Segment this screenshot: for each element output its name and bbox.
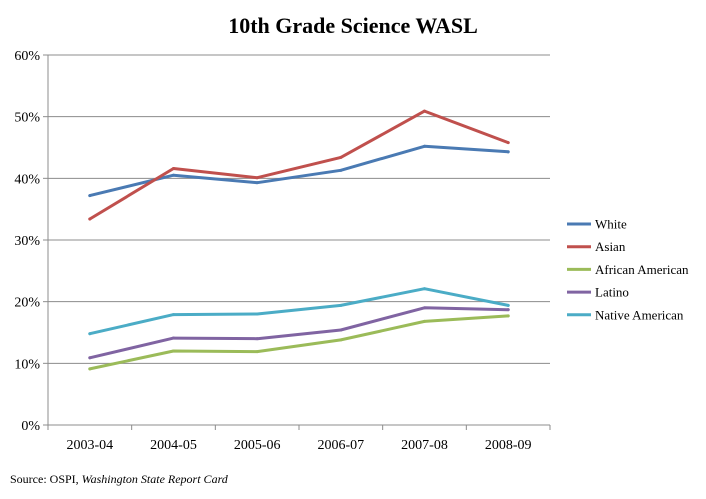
data-point	[339, 338, 343, 342]
data-point	[506, 308, 510, 312]
source-prefix: Source: OSPI,	[10, 472, 82, 486]
x-tick-label: 2004-05	[150, 438, 197, 453]
legend-label: White	[595, 217, 627, 232]
source-note: Source: OSPI, Washington State Report Ca…	[10, 472, 228, 487]
y-axis-ticks: 0% 10% 20% 30% 40% 50% 60%	[14, 49, 48, 434]
y-tick-label: 20%	[14, 296, 40, 311]
data-point	[88, 332, 92, 336]
y-tick-label: 60%	[14, 49, 40, 64]
x-tick-label: 2005-06	[234, 438, 281, 453]
x-tick-label: 2008-09	[485, 438, 532, 453]
data-point	[88, 217, 92, 221]
data-point	[339, 155, 343, 159]
series-line-african-american	[88, 314, 510, 371]
series-line-asian	[88, 109, 510, 221]
legend-label: Latino	[595, 285, 629, 300]
data-point	[255, 337, 259, 341]
data-point	[423, 109, 426, 113]
legend-label: Asian	[595, 239, 626, 254]
data-point	[88, 356, 92, 360]
y-tick-label: 50%	[14, 111, 40, 126]
legend-label: Native American	[595, 307, 684, 322]
series-lines	[88, 109, 510, 371]
data-point	[172, 349, 175, 353]
x-tick-label: 2007-08	[401, 438, 448, 453]
data-point	[172, 166, 175, 170]
legend-label: African American	[595, 262, 689, 277]
data-point	[339, 303, 343, 307]
data-point	[88, 194, 92, 198]
legend: White Asian African American Latino Native A…	[567, 217, 689, 322]
data-point	[339, 168, 343, 172]
x-axis-ticks: 2003-04 2004-05 2005-06 2006-07 2007-08 2008-…	[47, 425, 551, 453]
series-line-white	[88, 144, 510, 198]
source-title: Washington State Report Card	[81, 472, 228, 486]
chart-title: 10th Grade Science WASL	[228, 13, 478, 38]
data-point	[423, 306, 426, 310]
data-point	[172, 313, 175, 317]
data-point	[506, 303, 510, 307]
gridlines	[48, 54, 550, 364]
data-point	[506, 314, 510, 318]
data-point	[172, 173, 175, 177]
data-point	[255, 176, 259, 180]
data-point	[255, 312, 259, 316]
y-tick-label: 40%	[14, 172, 40, 187]
x-tick-label: 2003-04	[66, 438, 113, 453]
data-point	[423, 287, 426, 291]
y-tick-label: 30%	[14, 234, 40, 249]
data-point	[255, 181, 259, 185]
data-point	[423, 144, 426, 148]
series-line-latino	[88, 306, 510, 360]
data-point	[88, 367, 92, 371]
data-point	[255, 350, 259, 354]
data-point	[423, 319, 426, 323]
data-point	[339, 328, 343, 332]
data-point	[506, 150, 510, 154]
y-tick-label: 0%	[21, 419, 40, 434]
data-point	[506, 141, 510, 145]
x-tick-label: 2006-07	[317, 438, 364, 453]
series-line-native-american	[88, 287, 510, 336]
data-point	[172, 336, 175, 340]
y-tick-label: 10%	[14, 357, 40, 372]
